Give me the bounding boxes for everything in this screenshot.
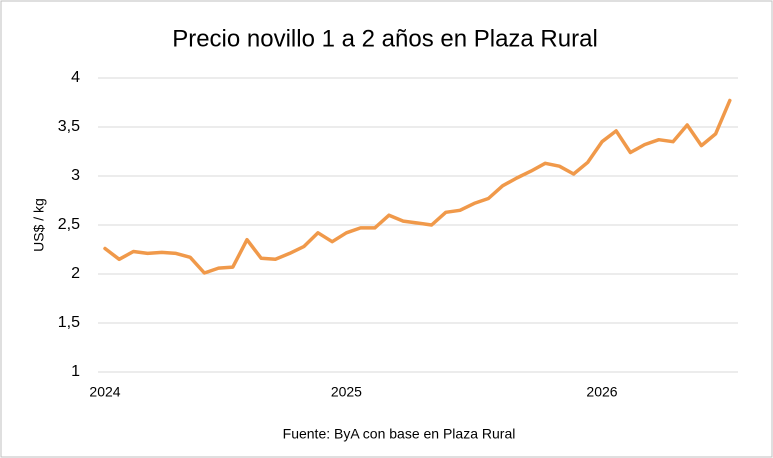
y-tick-label: 1: [71, 363, 80, 380]
y-tick-label: 4: [71, 69, 80, 86]
data-line: [103, 98, 732, 275]
x-tick-label: 2024: [89, 384, 120, 400]
y-axis-label: US$ / kg: [31, 198, 47, 252]
y-tick-label: 2: [71, 265, 80, 282]
y-tick-label: 3,5: [58, 118, 80, 135]
x-tick-label: 2026: [586, 384, 617, 400]
y-tick-label: 3: [71, 167, 80, 184]
source-note: Fuente: ByA con base en Plaza Rural: [283, 426, 516, 442]
chart-title: Precio novillo 1 a 2 años en Plaza Rural: [172, 25, 598, 52]
y-tick-label: 1,5: [58, 314, 80, 331]
x-tick-label: 2025: [331, 384, 362, 400]
y-tick-label: 2,5: [58, 216, 80, 233]
